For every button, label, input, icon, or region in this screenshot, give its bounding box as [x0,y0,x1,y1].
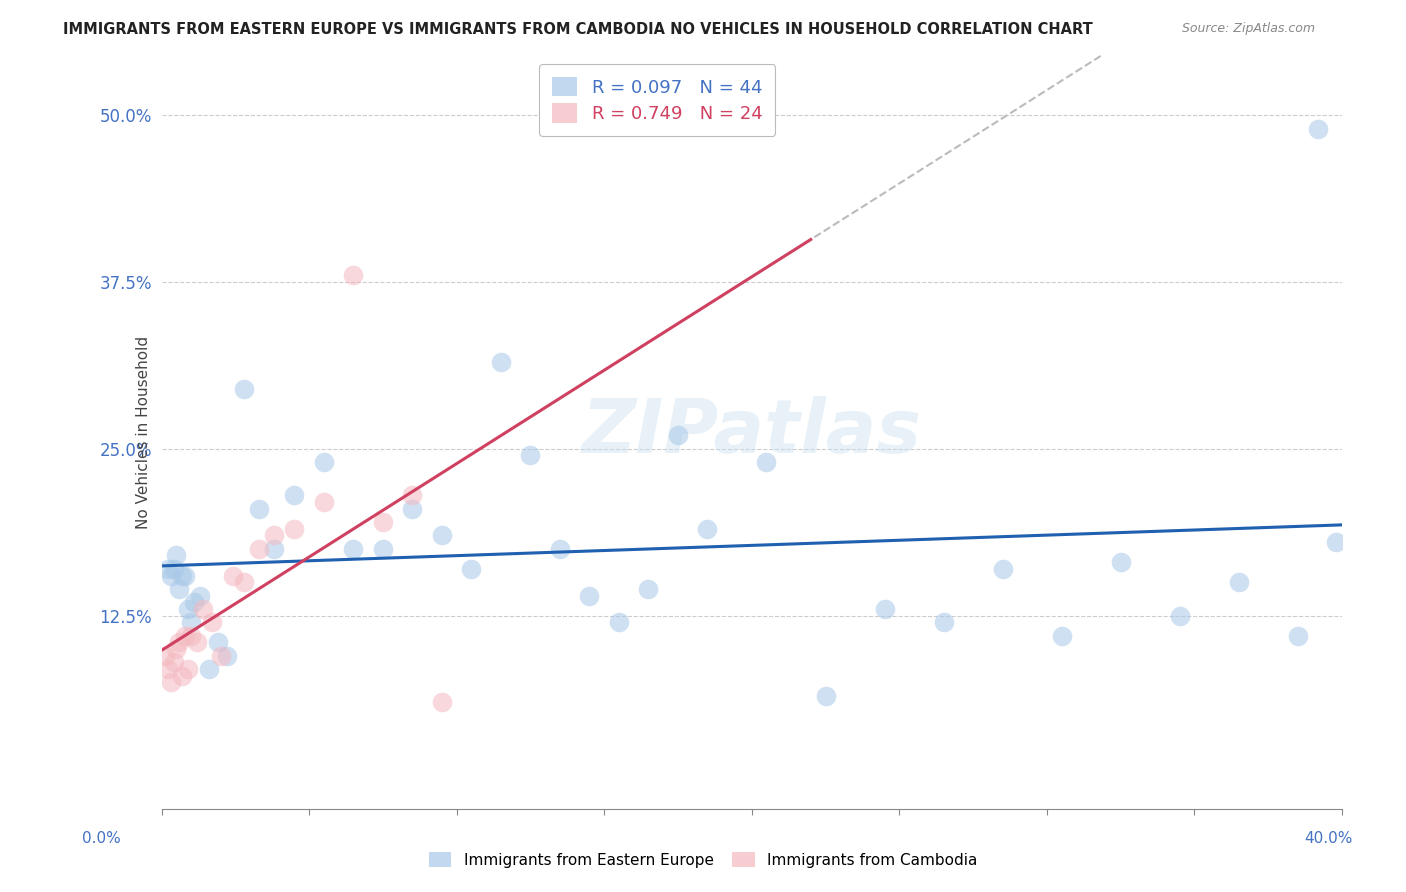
Point [1227,575,1250,590]
Point [312,455,335,469]
Point [183,595,205,609]
Point [174,568,197,582]
Point [283,522,305,536]
Point [932,615,955,630]
Point [1050,628,1073,642]
Point [191,602,214,616]
Text: 40.0%: 40.0% [1305,831,1353,846]
Point [1168,608,1191,623]
Point [548,541,571,556]
Point [371,541,394,556]
Point [186,635,208,649]
Point [430,528,453,542]
Point [1308,121,1330,136]
Point [172,668,194,682]
Point [188,589,211,603]
Point [174,628,197,642]
Point [755,455,778,469]
Point [991,562,1014,576]
Point [162,655,184,669]
Point [166,641,188,656]
Point [233,382,256,396]
Point [637,582,659,596]
Point [233,575,256,590]
Point [283,488,305,502]
Point [169,582,191,596]
Point [263,541,285,556]
Point [247,501,270,516]
Text: 0.0%: 0.0% [82,831,121,846]
Point [1324,535,1347,549]
Point [312,495,335,509]
Point [814,689,837,703]
Point [156,662,179,676]
Point [162,562,184,576]
Text: ZIPatlas: ZIPatlas [582,395,922,468]
Point [666,428,689,442]
Point [519,449,541,463]
Point [201,615,224,630]
Point [156,562,179,576]
Point [1109,555,1132,569]
Point [177,602,200,616]
Text: IMMIGRANTS FROM EASTERN EUROPE VS IMMIGRANTS FROM CAMBODIA NO VEHICLES IN HOUSEH: IMMIGRANTS FROM EASTERN EUROPE VS IMMIGR… [63,22,1092,37]
Point [180,615,202,630]
Point [1286,628,1309,642]
Point [221,568,243,582]
Point [430,695,453,709]
Point [401,488,423,502]
Point [873,602,896,616]
Point [180,628,202,642]
Point [198,662,221,676]
Point [169,635,191,649]
Legend: R = 0.097   N = 44, R = 0.749   N = 24: R = 0.097 N = 44, R = 0.749 N = 24 [540,64,775,136]
Point [263,528,285,542]
Point [607,615,630,630]
Point [342,268,364,283]
Point [159,675,181,690]
Point [153,648,176,663]
Point [247,541,270,556]
Point [578,589,600,603]
Point [177,662,200,676]
Point [342,541,364,556]
Point [207,635,229,649]
Point [371,515,394,529]
Point [159,568,181,582]
Point [489,355,512,369]
Y-axis label: No Vehicles in Household: No Vehicles in Household [135,335,150,529]
Text: Source: ZipAtlas.com: Source: ZipAtlas.com [1181,22,1315,36]
Point [401,501,423,516]
Legend: Immigrants from Eastern Europe, Immigrants from Cambodia: Immigrants from Eastern Europe, Immigran… [422,846,984,873]
Point [215,648,238,663]
Point [166,549,188,563]
Point [209,648,232,663]
Point [172,568,194,582]
Point [696,522,718,536]
Point [460,562,482,576]
